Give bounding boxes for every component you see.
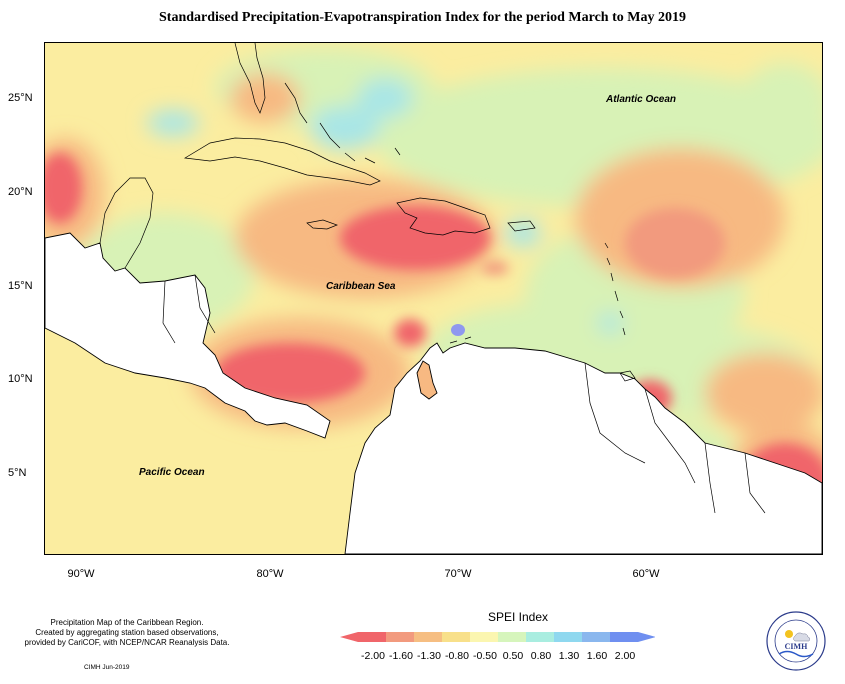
footer-line-3: provided by CariCOF, with NCEP/NCAR Rean… bbox=[24, 638, 230, 647]
legend-arrow-left bbox=[340, 632, 358, 642]
legend-label: -1.30 bbox=[417, 650, 441, 662]
legend-label: -0.80 bbox=[445, 650, 469, 662]
legend-swatch bbox=[414, 632, 442, 642]
caribbean-sea-label: Caribbean Sea bbox=[326, 281, 396, 292]
legend-label: -1.60 bbox=[389, 650, 413, 662]
legend-swatch bbox=[470, 632, 498, 642]
lat-tick-25n: 25°N bbox=[8, 92, 33, 104]
map-title: Standardised Precipitation-Evapotranspir… bbox=[159, 10, 686, 25]
legend-label: 2.00 bbox=[614, 650, 636, 662]
lat-tick-20n: 20°N bbox=[8, 186, 33, 198]
lat-tick-10n: 10°N bbox=[8, 373, 33, 385]
footer-credit: CIMH Jun-2019 bbox=[84, 664, 130, 671]
legend-swatch bbox=[386, 632, 414, 642]
legend-swatch bbox=[554, 632, 582, 642]
cimh-logo-icon: CIMH bbox=[766, 611, 826, 671]
lon-tick-80w: 80°W bbox=[256, 568, 284, 580]
spei-wet-spot bbox=[451, 324, 465, 336]
logo-text: CIMH bbox=[785, 642, 808, 651]
footer-line-2: Created by aggregating station based obs… bbox=[35, 628, 219, 637]
legend-label: 1.60 bbox=[586, 650, 608, 662]
map-frame bbox=[44, 42, 823, 555]
lat-tick-5n: 5°N bbox=[8, 467, 27, 479]
legend-title: SPEI Index bbox=[487, 610, 549, 624]
legend-swatch bbox=[582, 632, 610, 642]
lon-tick-90w: 90°W bbox=[67, 568, 95, 580]
legend-swatch bbox=[442, 632, 470, 642]
legend-swatch bbox=[498, 632, 526, 642]
spei-map bbox=[45, 43, 822, 554]
lat-tick-15n: 15°N bbox=[8, 280, 33, 292]
lon-tick-70w: 70°W bbox=[444, 568, 472, 580]
footer-description: Precipitation Map of the Caribbean Regio… bbox=[12, 618, 242, 648]
lon-tick-60w: 60°W bbox=[632, 568, 660, 580]
footer-line-1: Precipitation Map of the Caribbean Regio… bbox=[50, 618, 204, 627]
legend-swatch bbox=[526, 632, 554, 642]
legend-label: -2.00 bbox=[361, 650, 385, 662]
legend-swatch bbox=[358, 632, 386, 642]
legend-label: -0.50 bbox=[473, 650, 497, 662]
legend-label: 0.50 bbox=[502, 650, 524, 662]
legend-label: 1.30 bbox=[558, 650, 580, 662]
atlantic-ocean-label: Atlantic Ocean bbox=[606, 94, 677, 105]
legend-swatch bbox=[610, 632, 638, 642]
coastlines bbox=[99, 43, 766, 514]
legend-arrow-right bbox=[638, 632, 655, 642]
pacific-ocean-label: Pacific Ocean bbox=[139, 467, 205, 478]
legend-colorbar bbox=[340, 632, 655, 642]
land-areas bbox=[45, 232, 822, 554]
legend-label: 0.80 bbox=[530, 650, 552, 662]
